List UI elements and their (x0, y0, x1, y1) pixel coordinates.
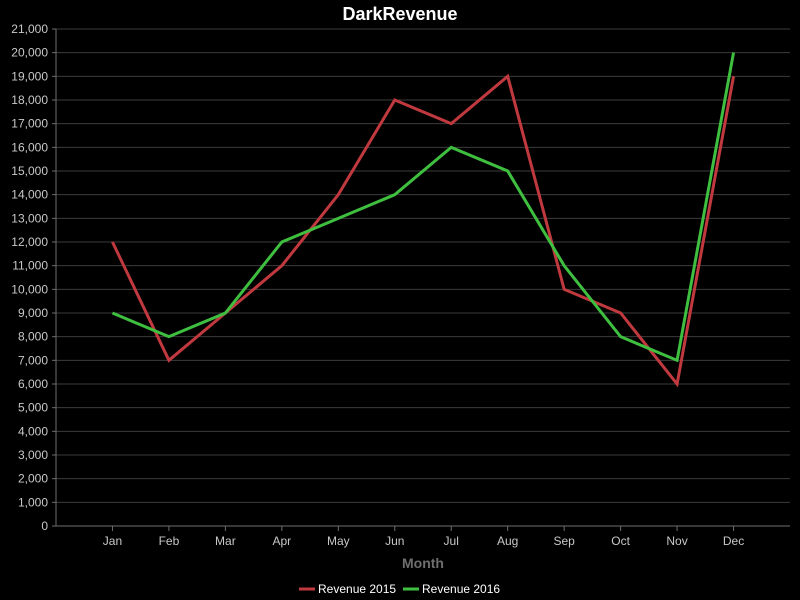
legend: Revenue 2015 Revenue 2016 (299, 582, 500, 596)
y-tick-label: 2,000 (18, 472, 48, 486)
x-tick-label: Jun (385, 534, 404, 548)
x-tick-label: Sep (553, 534, 575, 548)
y-tick-label: 6,000 (18, 377, 48, 391)
y-tick-label: 9,000 (18, 306, 48, 320)
y-tick-label: 20,000 (11, 46, 48, 60)
y-tick-label: 14,000 (11, 188, 48, 202)
chart-title: DarkRevenue (342, 4, 457, 24)
x-tick-label: Feb (159, 534, 180, 548)
x-axis-label: Month (402, 555, 444, 571)
y-tick-label: 12,000 (11, 235, 48, 249)
y-tick-label: 8,000 (18, 330, 48, 344)
y-tick-label: 19,000 (11, 69, 48, 83)
y-tick-label: 0 (41, 519, 48, 533)
grid-lines (56, 28, 790, 503)
axes (55, 29, 790, 527)
series-lines (111, 52, 736, 388)
x-axis-ticks: Jan Feb Mar Apr May Jun Jul Aug Sep Oct Nov Dec (103, 526, 744, 548)
series-line-1 (111, 73, 736, 388)
series-line-2 (111, 52, 736, 363)
y-tick-label: 21,000 (11, 22, 48, 36)
x-tick-label: Oct (611, 534, 630, 548)
x-tick-label: Mar (215, 534, 236, 548)
y-axis-ticks: 0 1,000 2,000 3,000 4,000 5,000 6,000 7,000 8,00… (11, 22, 56, 533)
y-tick-label: 10,000 (11, 282, 48, 296)
x-tick-label: Apr (273, 534, 292, 548)
y-tick-label: 7,000 (18, 353, 48, 367)
x-tick-label: May (327, 534, 350, 548)
y-tick-label: 15,000 (11, 164, 48, 178)
y-tick-label: 16,000 (11, 140, 48, 154)
y-tick-label: 3,000 (18, 448, 48, 462)
y-tick-label: 4,000 (18, 424, 48, 438)
y-tick-label: 5,000 (18, 401, 48, 415)
x-tick-label: Jan (103, 534, 122, 548)
y-tick-label: 17,000 (11, 117, 48, 131)
x-tick-label: Aug (497, 534, 518, 548)
x-tick-label: Dec (723, 534, 744, 548)
x-tick-label: Nov (666, 534, 687, 548)
y-tick-label: 18,000 (11, 93, 48, 107)
legend-label-2: Revenue 2016 (422, 582, 500, 596)
y-tick-label: 13,000 (11, 211, 48, 225)
y-tick-label: 11,000 (12, 259, 48, 273)
x-tick-label: Jul (444, 534, 459, 548)
legend-label-1: Revenue 2015 (318, 582, 396, 596)
y-tick-label: 1,000 (18, 495, 48, 509)
